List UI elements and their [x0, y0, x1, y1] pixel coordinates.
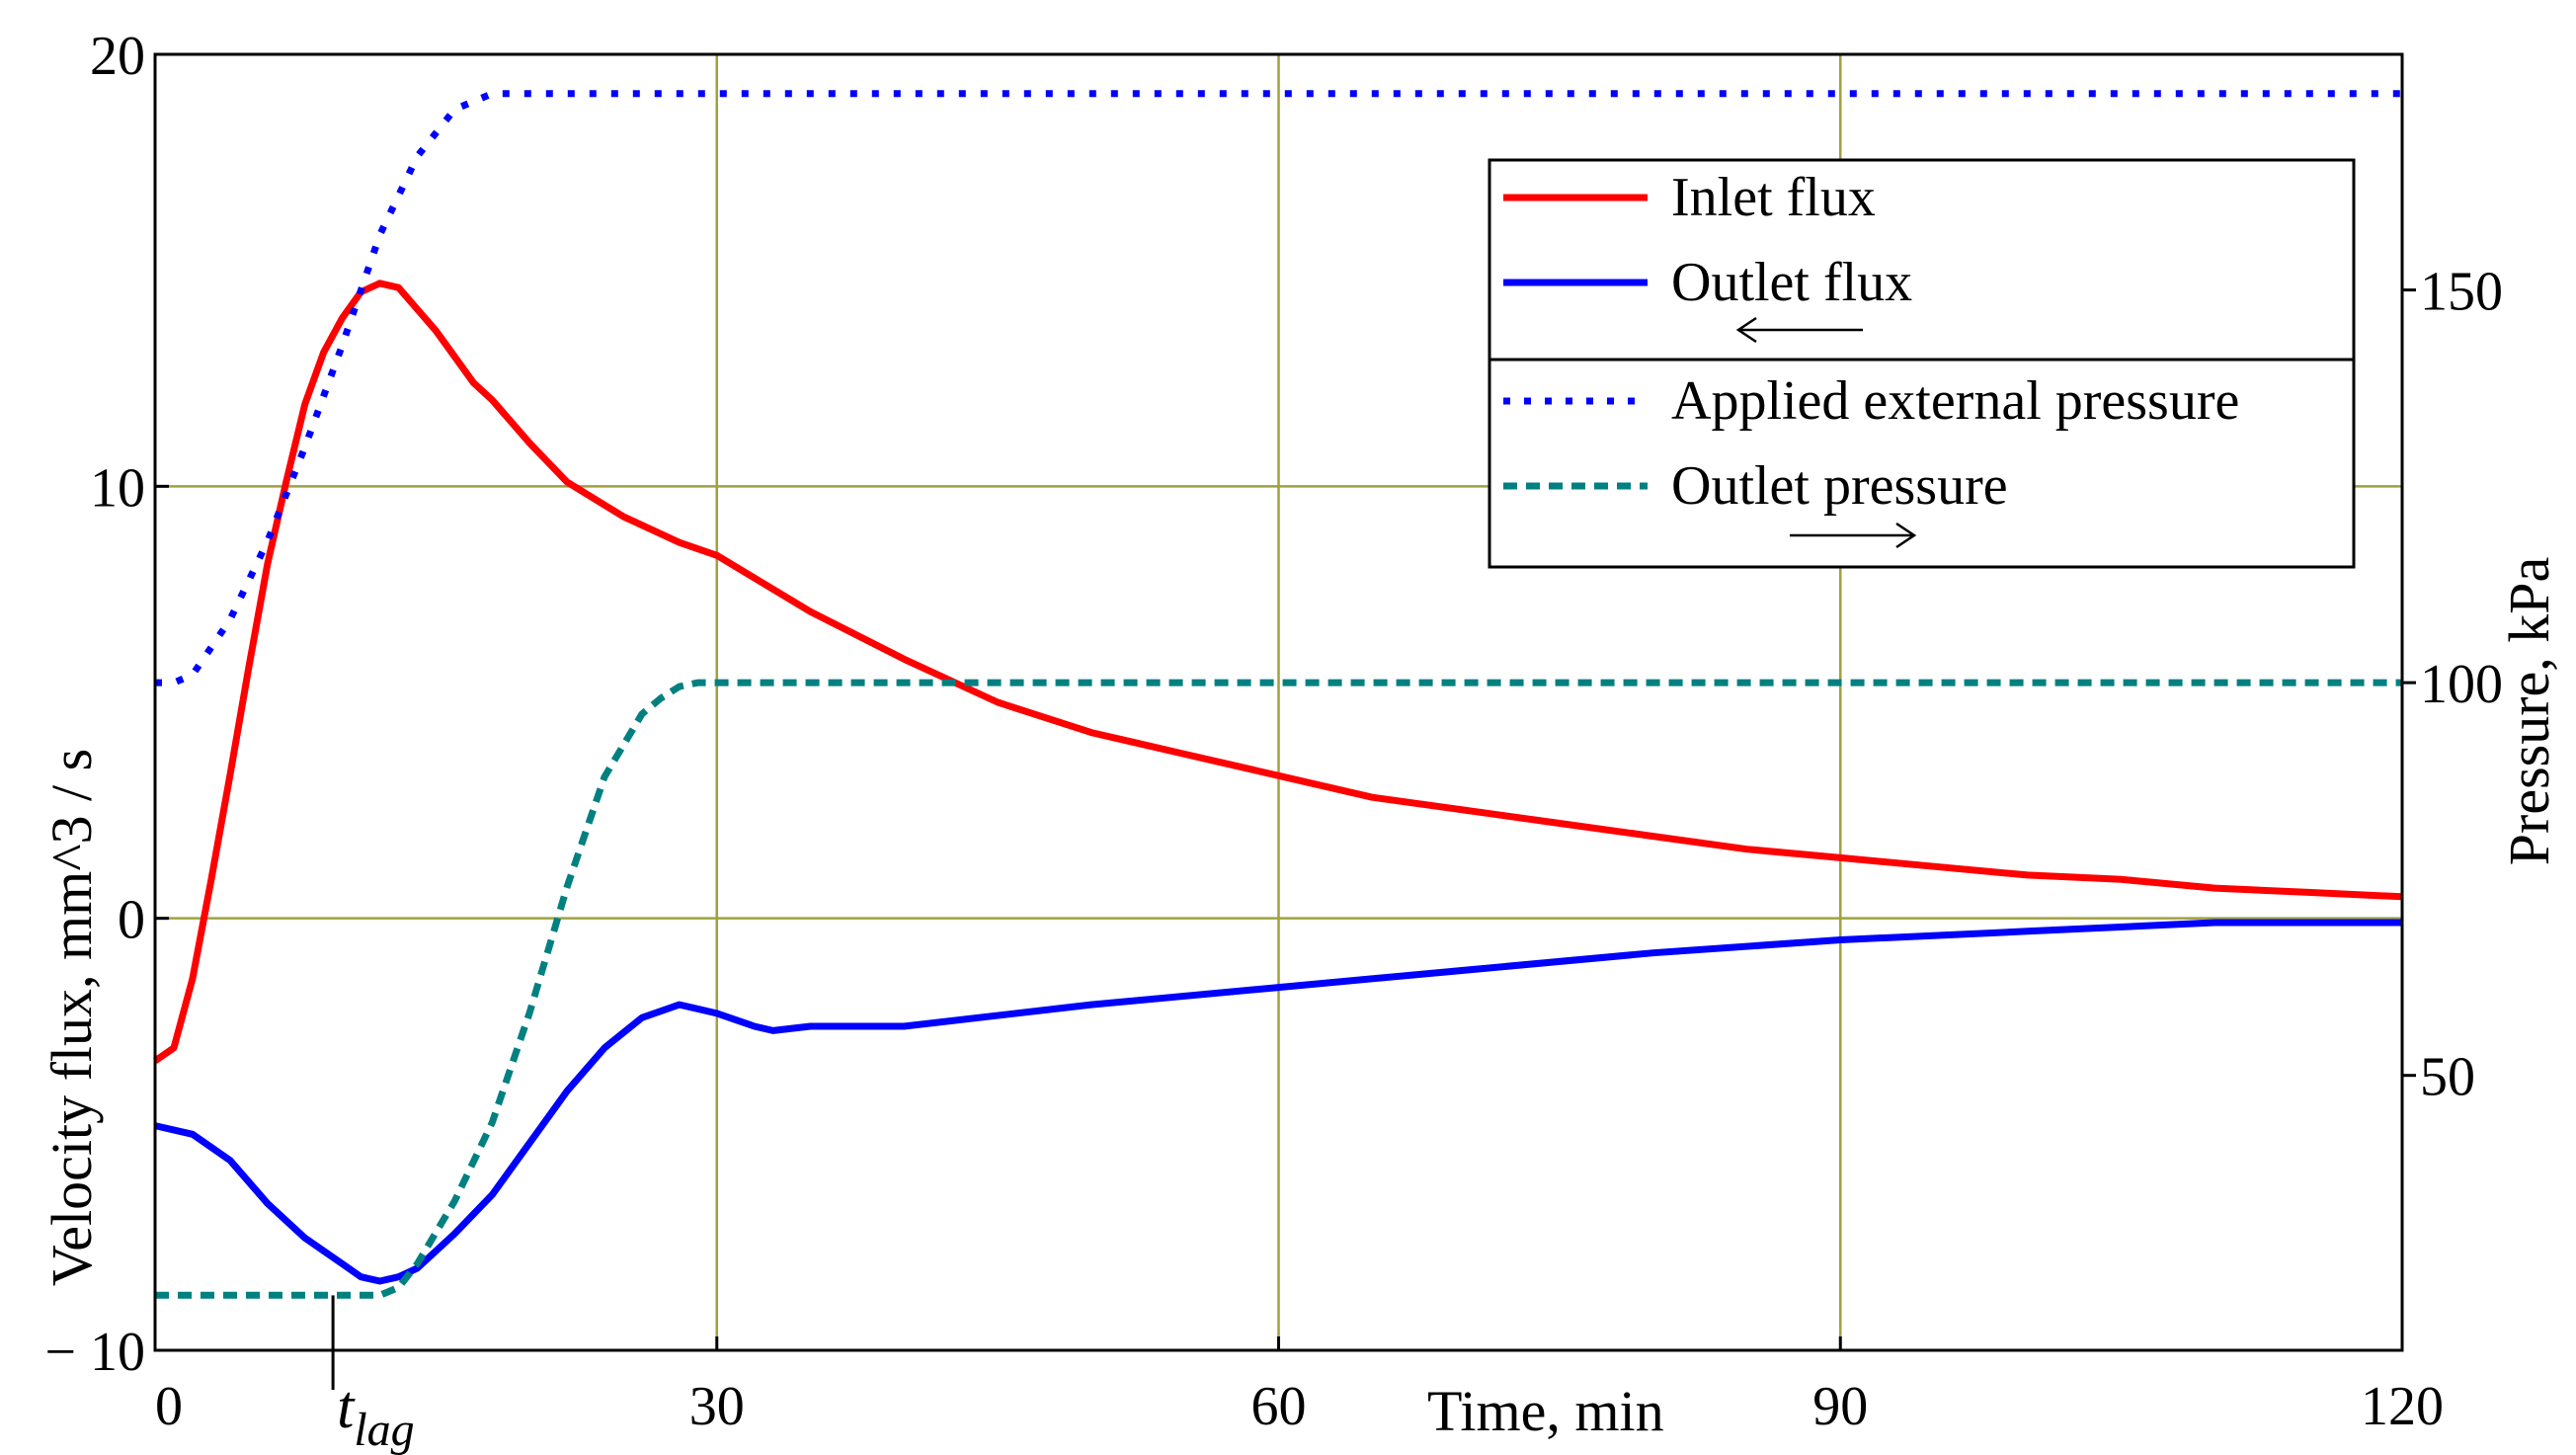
legend-label-applied-pressure: Applied external pressure	[1671, 370, 2239, 432]
t-lag-main: t	[337, 1374, 356, 1441]
t-lag-label: tlag	[337, 1374, 415, 1455]
legend-label-outlet-pressure: Outlet pressure	[1671, 455, 2008, 517]
legend-right-axis-arrow	[1790, 522, 1917, 549]
legend: Inlet flux Outlet flux Applied external …	[1488, 158, 2356, 569]
x-tick-label: 60	[1251, 1376, 1307, 1437]
y-right-tick-label: 50	[2420, 1047, 2475, 1108]
series-lines	[153, 90, 2403, 1299]
y-right-tick-label: 100	[2420, 654, 2503, 715]
x-tick-label: 120	[2361, 1376, 2444, 1437]
t-lag-annotation: tlag	[331, 1295, 415, 1455]
y-left-axis-title: Velocity flux, mm^3 / s	[40, 749, 104, 1286]
y-right-tick-label: 150	[2420, 262, 2503, 323]
x-tick-label: 0	[155, 1376, 183, 1437]
legend-label-inlet-flux: Inlet flux	[1671, 167, 1876, 228]
series-outlet-pressure	[155, 679, 2402, 1299]
tick-marks	[153, 52, 2416, 1352]
y-left-tick-label: 0	[118, 890, 145, 951]
y-left-tick-label: 20	[90, 26, 145, 87]
y-left-tick-label: − 10	[44, 1322, 145, 1383]
x-axis-title: Time, min	[1427, 1379, 1664, 1443]
t-lag-subscript: lag	[354, 1404, 414, 1455]
legend-left-axis-arrow	[1735, 316, 1863, 344]
legend-box	[1488, 158, 2356, 569]
y-left-tick-label: 10	[90, 457, 145, 519]
x-tick-label: 90	[1812, 1376, 1868, 1437]
legend-label-outlet-flux: Outlet flux	[1671, 252, 1912, 313]
x-tick-label: 30	[689, 1376, 745, 1437]
y-right-axis-title: Pressure, kPa	[2497, 557, 2561, 866]
series-outlet-flux	[154, 919, 2402, 1285]
series-applied-external-pressure	[155, 90, 2402, 687]
